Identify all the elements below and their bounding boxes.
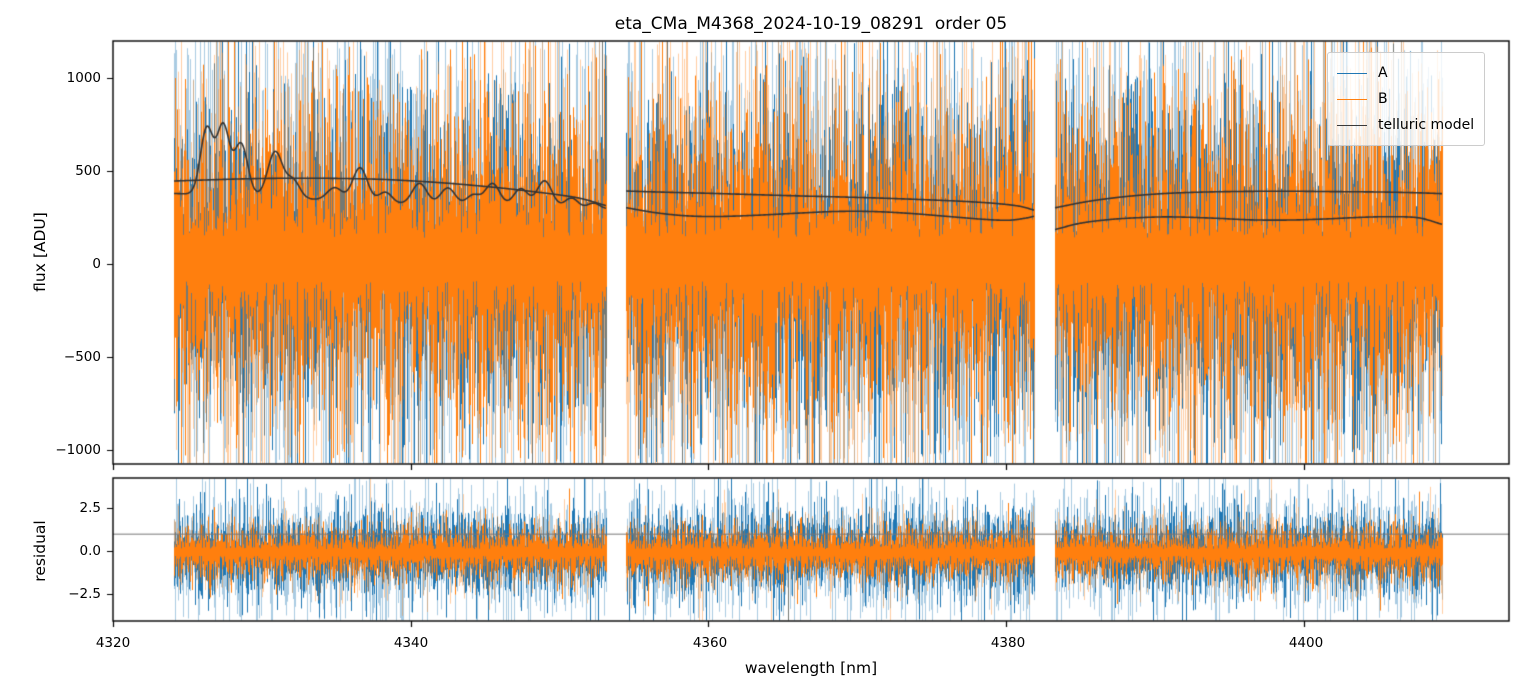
legend-item-b: B bbox=[1337, 86, 1474, 112]
flux-axis-label: flux [ADU] bbox=[31, 212, 49, 292]
x-tick-label: 4340 bbox=[393, 635, 429, 651]
residual-ytick-label: 2.5 bbox=[79, 500, 101, 516]
flux-ytick-label: 0 bbox=[92, 256, 101, 272]
legend-item-a: A bbox=[1337, 60, 1474, 86]
x-tick-label: 4320 bbox=[95, 635, 131, 651]
series-b-line-swatch bbox=[1337, 98, 1367, 100]
flux-ytick-label: 1000 bbox=[66, 70, 101, 86]
legend-label: telluric model bbox=[1378, 117, 1475, 133]
legend-label: B bbox=[1378, 91, 1388, 107]
flux-ytick-label: 500 bbox=[75, 163, 101, 179]
series-a-line-swatch bbox=[1337, 72, 1367, 74]
residual-axis-label: residual bbox=[31, 520, 49, 582]
legend-label: A bbox=[1378, 65, 1388, 81]
x-tick-label: 4380 bbox=[990, 635, 1026, 651]
legend: A B telluric model bbox=[1327, 52, 1486, 146]
telluric-model-line-swatch bbox=[1337, 124, 1367, 126]
plot-title: eta_CMa_M4368_2024-10-19_08291 order 05 bbox=[614, 14, 1008, 34]
flux-ytick-label: −500 bbox=[63, 349, 101, 365]
x-tick-label: 4400 bbox=[1288, 635, 1324, 651]
flux-ytick-label: −1000 bbox=[55, 442, 101, 458]
legend-item-telluric: telluric model bbox=[1337, 112, 1474, 138]
residual-ytick-label: 0.0 bbox=[79, 543, 101, 559]
x-axis-label: wavelength [nm] bbox=[744, 659, 878, 677]
x-tick-label: 4360 bbox=[692, 635, 728, 651]
residual-ytick-label: −2.5 bbox=[68, 586, 101, 602]
